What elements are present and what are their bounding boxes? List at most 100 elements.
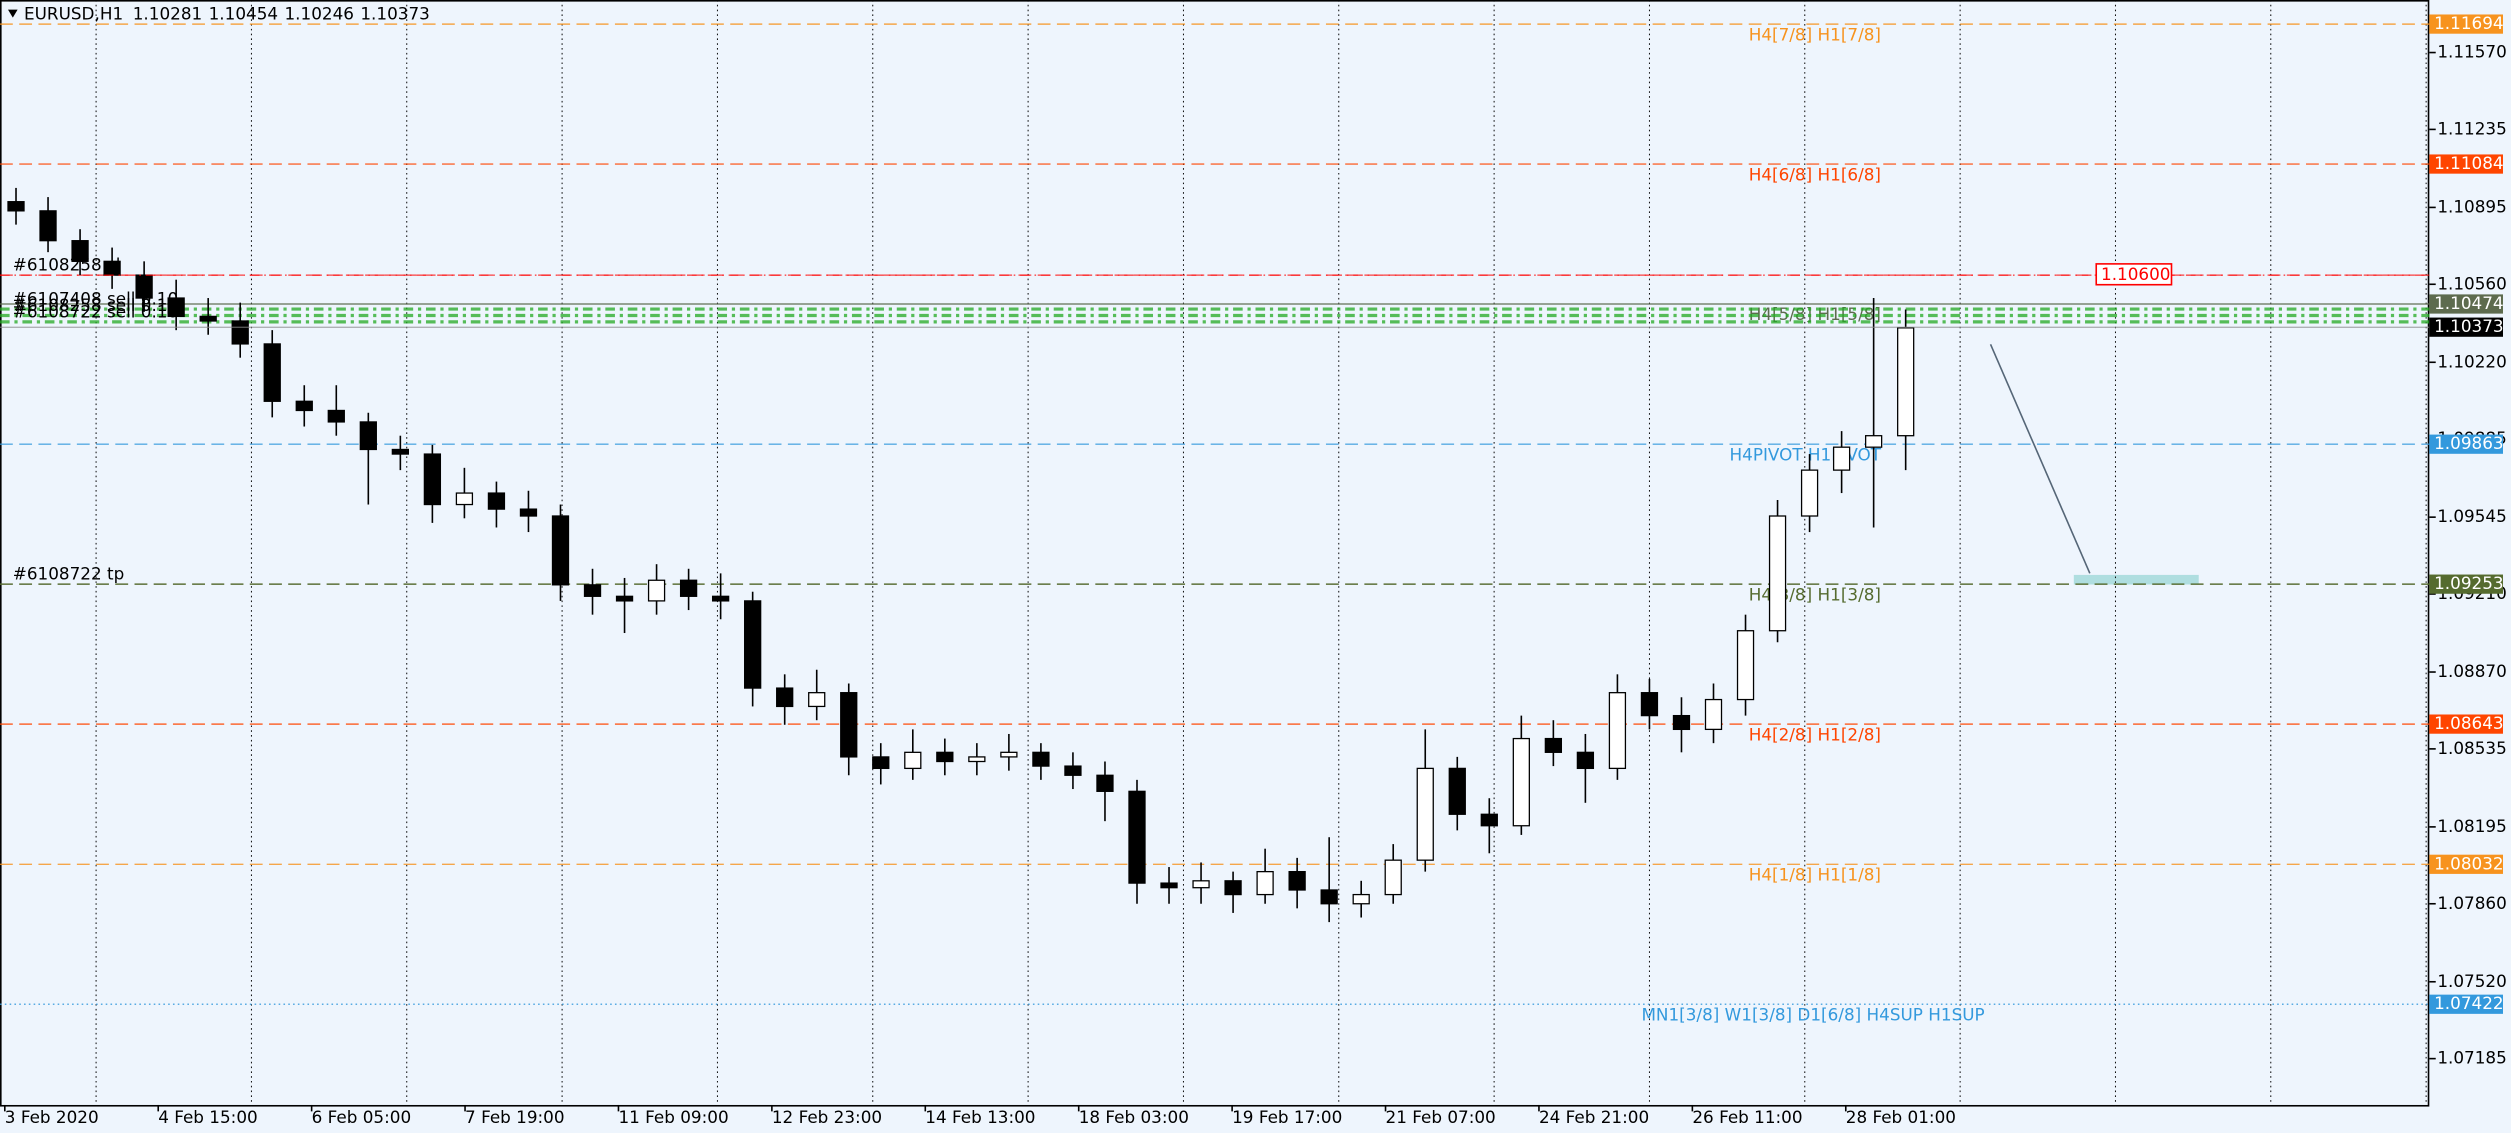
candle-body [1897,327,1915,437]
plot-frame [0,0,2430,1107]
trend-line[interactable] [1989,343,2091,574]
order-label: #6108258 sell 0.10 [13,295,178,315]
y-tick-label: 1.08195 [2437,816,2506,836]
price-box [2429,294,2503,314]
x-tick-label: 21 Feb 07:00 [1386,1107,1496,1127]
candle-body [231,320,249,345]
candle-body [647,579,666,602]
price-box-label: 1.09863 [2434,433,2503,453]
y-tick-label: 1.10560 [2437,273,2506,293]
x-tick-label: 19 Feb 17:00 [1232,1107,1342,1127]
candle-body [1000,751,1018,758]
candle-body [1032,751,1050,767]
x-tick-label: 24 Feb 21:00 [1539,1107,1649,1127]
x-tick-label: 6 Feb 05:00 [312,1107,412,1127]
order-label: #6108722 tp [13,564,124,584]
drawn-rectangle[interactable] [2073,574,2199,585]
alert-label: 1.10600 [2101,264,2170,284]
order-label: #6108258 sl [13,254,121,274]
menu-icon[interactable] [8,9,18,18]
y-tick-label: 1.07185 [2437,1048,2506,1068]
price-box-label: 1.07422 [2434,993,2503,1013]
y-tick-label: 1.11235 [2437,118,2506,138]
price-box-label: 1.08032 [2434,853,2503,873]
candle-body [776,687,794,708]
candle-body [455,492,474,506]
candle-body [808,692,826,708]
candle-body [744,600,762,689]
candle-body [1384,859,1402,896]
price-box [2429,714,2503,734]
chart-header: EURUSD,H1 1.10281 1.10454 1.10246 1.10373 [24,3,430,23]
candle-body [1576,751,1595,770]
candle-body [1352,893,1370,905]
candle-body [1832,446,1851,471]
price-box [2429,994,2503,1014]
high: 1.10454 [209,3,278,23]
x-tick-label: 28 Feb 01:00 [1846,1107,1956,1127]
candle-body [551,515,570,586]
price-box [2429,854,2503,874]
candle-body [840,692,858,758]
level-label: H4[1/8] H1[1/8] [1749,865,1881,885]
candle-body [1480,813,1498,827]
candle-body [1160,882,1178,889]
x-tick-label: 14 Feb 13:00 [925,1107,1035,1127]
candle-body [904,751,922,770]
candle-body [519,508,538,517]
price-box-label: 1.08643 [2434,713,2503,733]
candle-body [7,201,25,212]
candle-body [615,595,634,602]
candle-body [1608,692,1627,770]
level-label: H4[7/8] H1[7/8] [1749,24,1881,44]
candle-body [103,260,121,276]
candle-body [1224,880,1242,896]
y-tick-label: 1.08535 [2437,738,2506,758]
candle-body [1768,515,1787,632]
candle-body [1704,698,1723,731]
candle-body [1544,737,1563,753]
open: 1.10281 [133,3,202,23]
candle-body [711,595,730,602]
candle-body [199,315,217,322]
price-box [2429,154,2503,174]
y-tick-label: 1.10220 [2437,351,2506,371]
candle-body [872,756,890,770]
candle-body [327,409,345,423]
price-box [2429,434,2503,454]
candle-body [1096,774,1114,792]
candle-body [1416,767,1434,861]
price-box [2429,14,2503,34]
candle-body [359,421,377,451]
x-tick-label: 3 Feb 2020 [5,1107,99,1127]
candle-body [1640,692,1659,717]
candle-body [1448,767,1466,815]
candle-body [135,274,153,299]
alert-box [2095,263,2173,286]
x-tick-label: 26 Feb 11:00 [1692,1107,1802,1127]
price-box-label: 1.11084 [2434,153,2503,173]
candle-body [263,343,281,402]
price-box-label: 1.09253 [2434,573,2503,593]
low: 1.10246 [285,3,354,23]
y-tick-label: 1.09545 [2437,506,2506,526]
candle-body [1864,435,1883,448]
x-tick-label: 12 Feb 23:00 [772,1107,882,1127]
candle-body [295,400,313,412]
candle-body [1288,870,1306,891]
symbol: EURUSD,H1 [24,3,123,23]
candle-body [1736,630,1755,701]
candle-body [1320,889,1338,905]
level-label: H4[2/8] H1[2/8] [1749,724,1881,744]
price-box-label: 1.11694 [2434,13,2503,33]
x-tick-label: 11 Feb 09:00 [618,1107,728,1127]
x-tick-label: 18 Feb 03:00 [1079,1107,1189,1127]
bid-label: 1.10373 [2434,316,2503,336]
candle-body [1064,765,1082,776]
level-label: H4[3/8] H1[3/8] [1749,584,1881,604]
level-label: H4[6/8] H1[6/8] [1749,164,1881,184]
price-box-label: 1.10474 [2434,293,2503,313]
